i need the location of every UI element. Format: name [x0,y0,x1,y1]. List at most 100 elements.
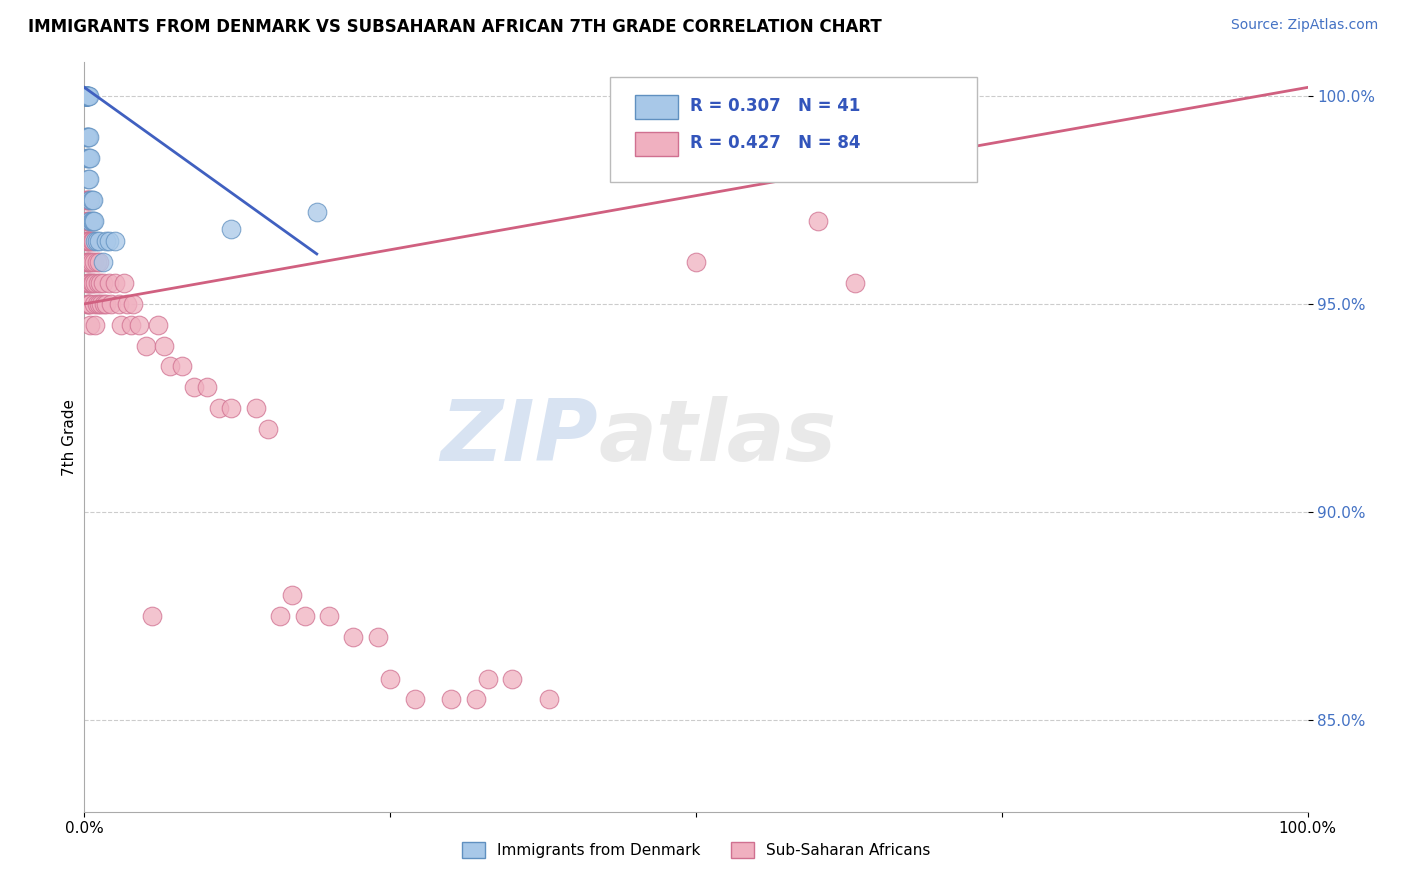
Text: R = 0.427   N = 84: R = 0.427 N = 84 [690,135,860,153]
Point [245,401,267,415]
Point [75,213,97,227]
Point [77,255,100,269]
Point [75,255,97,269]
Point [77,130,100,145]
Point [77,297,100,311]
Point [75,235,97,249]
Point [79,235,101,249]
FancyBboxPatch shape [610,78,977,182]
Point [281,588,304,602]
Point [77,151,100,165]
Point [80,193,103,207]
Point [195,380,218,394]
Point [80,235,103,249]
Point [77,172,100,186]
Point [76,255,98,269]
Point [219,401,242,415]
Point [97,276,120,290]
Point [75,88,97,103]
Point [76,88,98,103]
Point [120,318,142,332]
Point [79,297,101,311]
Point [183,380,205,394]
Point [80,276,103,290]
Point [440,692,463,706]
Point [141,609,163,624]
Point [77,276,100,290]
Point [257,422,280,436]
Point [77,88,100,103]
Point [208,401,231,415]
Point [122,297,145,311]
Point [77,276,100,290]
Point [91,255,114,269]
Point [75,88,97,103]
Point [77,297,100,311]
Point [172,359,194,374]
FancyBboxPatch shape [636,95,678,119]
Y-axis label: 7th Grade: 7th Grade [62,399,77,475]
Point [80,213,103,227]
Point [502,672,524,686]
Point [538,692,561,706]
Point [100,297,122,311]
Point [93,297,115,311]
Point [82,276,104,290]
Point [76,193,98,207]
Point [77,235,100,249]
Text: R = 0.307   N = 41: R = 0.307 N = 41 [690,97,860,115]
Point [79,318,101,332]
Text: IMMIGRANTS FROM DENMARK VS SUBSAHARAN AFRICAN 7TH GRADE CORRELATION CHART: IMMIGRANTS FROM DENMARK VS SUBSAHARAN AF… [28,18,882,36]
Point [77,193,100,207]
Point [76,276,98,290]
Point [77,151,100,165]
Point [76,88,98,103]
Point [404,692,426,706]
Point [86,235,108,249]
Point [87,276,110,290]
Point [79,213,101,227]
Point [115,297,138,311]
Point [75,88,97,103]
Point [82,213,104,227]
Point [76,130,98,145]
Point [84,235,107,249]
Point [77,255,100,269]
Point [685,255,707,269]
Point [77,88,100,103]
Point [75,88,97,103]
Point [77,172,100,186]
Point [97,235,120,249]
Point [342,630,364,644]
Point [96,235,118,249]
Point [83,255,105,269]
Point [96,297,118,311]
Point [76,235,98,249]
Point [146,318,169,332]
Point [79,193,101,207]
Point [77,88,100,103]
Point [77,193,100,207]
Point [104,235,127,249]
Point [153,338,176,352]
Point [86,297,108,311]
Point [90,297,112,311]
Point [77,213,100,227]
Point [76,151,98,165]
Point [76,88,98,103]
Point [110,318,132,332]
Point [75,88,97,103]
Point [82,193,104,207]
Point [82,235,104,249]
Point [79,255,101,269]
Point [107,297,129,311]
Point [477,672,499,686]
Point [77,213,100,227]
Point [76,130,98,145]
Point [83,297,105,311]
Point [159,359,181,374]
Point [87,297,110,311]
Point [89,276,111,290]
Point [75,88,97,103]
Point [91,276,114,290]
